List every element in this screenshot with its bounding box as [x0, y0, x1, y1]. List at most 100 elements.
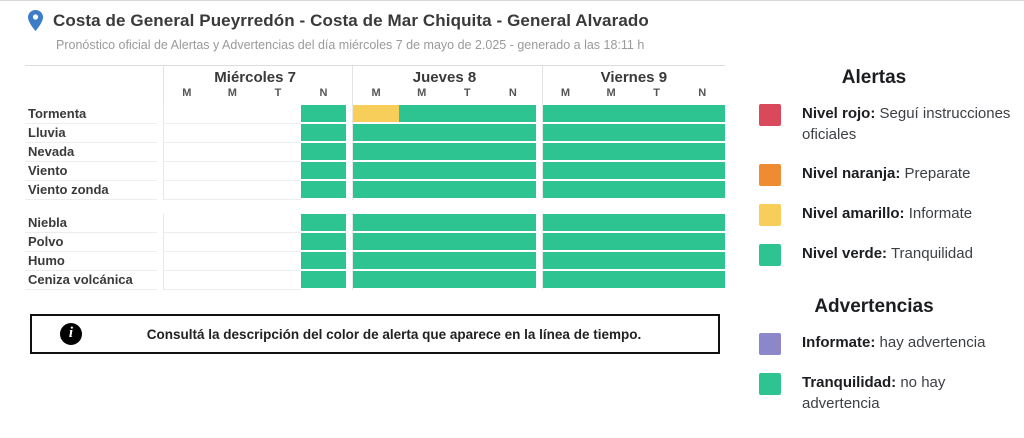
day-cell-group	[541, 271, 725, 290]
timeline-cell	[209, 124, 256, 143]
timeline-cell	[444, 252, 491, 271]
timeline-cell	[209, 143, 256, 162]
legend-heading-alertas: Alertas	[841, 67, 907, 88]
timeline-cell	[444, 162, 491, 181]
timeline-cell	[398, 105, 445, 124]
row-label: Viento	[25, 162, 157, 181]
timeline-cell	[164, 143, 210, 162]
yellow-color-chip	[759, 203, 781, 226]
day-cell-group	[163, 252, 347, 271]
timeline-cell	[679, 143, 725, 162]
timeline-cell	[679, 233, 725, 252]
day-cell-group	[352, 105, 536, 124]
timeline-cell	[444, 143, 491, 162]
timeline-cell	[255, 143, 301, 162]
green-color-chip	[759, 372, 781, 395]
day-name: Miércoles 7	[214, 69, 297, 86]
timeline-cell	[542, 181, 589, 200]
timeline-cell	[164, 233, 210, 252]
row-label: Polvo	[25, 233, 157, 252]
timeline-cell	[353, 271, 399, 290]
timeline-cell	[255, 252, 301, 271]
info-banner-text: Consultá la descripción del color de ale…	[146, 326, 642, 342]
timeline-cell	[353, 233, 399, 252]
timeline-cell	[255, 233, 301, 252]
timeline-cell	[444, 233, 491, 252]
period-label: N	[319, 87, 328, 99]
day-cell-group	[541, 105, 725, 124]
timeline-cell	[164, 105, 210, 124]
period-label: M	[371, 87, 381, 99]
row-label: Humo	[25, 252, 157, 271]
info-icon: i	[60, 323, 82, 345]
timeline-cell	[542, 233, 589, 252]
timeline-cell	[588, 105, 634, 124]
timeline-cell	[542, 271, 589, 290]
timeline-cell	[444, 105, 491, 124]
period-label: M	[182, 87, 192, 99]
day-cell-group	[541, 252, 725, 271]
timeline-cell	[679, 162, 725, 181]
day-name: Viernes 9	[600, 69, 668, 86]
timeline-cell	[490, 181, 536, 200]
day-cell-group	[163, 214, 347, 233]
day-cell-group	[541, 214, 725, 233]
legend-item-label: Nivel rojo:	[802, 105, 876, 122]
row-group-spacer	[25, 200, 725, 214]
timeline-cell	[398, 162, 445, 181]
legend-item-label: Nivel verde:	[802, 244, 888, 262]
legend-item-text: Tranquilidad: no hay advertencia	[802, 373, 946, 412]
legend-item-text: Nivel rojo: Seguí instrucciones oficiale…	[802, 105, 1011, 144]
day-cell-group	[541, 124, 725, 143]
timeline-cell	[353, 252, 399, 271]
timeline-row: Tormenta	[25, 105, 725, 124]
timeline-cell	[679, 252, 725, 271]
timeline-cell	[633, 181, 680, 200]
timeline-cell	[300, 124, 347, 143]
row-label: Tormenta	[25, 105, 157, 124]
timeline-row: Viento	[25, 162, 725, 181]
timeline-row: Polvo	[25, 233, 725, 252]
timeline-cell	[588, 271, 634, 290]
row-label: Ceniza volcánica	[25, 271, 157, 290]
timeline-cell	[679, 271, 725, 290]
timeline-cell	[633, 252, 680, 271]
timeline-cell	[542, 214, 589, 233]
timeline-cell	[588, 124, 634, 143]
timeline-cell	[353, 143, 399, 162]
timeline-cell	[633, 124, 680, 143]
page-top-rule	[0, 0, 1024, 1]
timeline-cell	[398, 233, 445, 252]
day-cell-group	[163, 181, 347, 200]
timeline-cell	[164, 252, 210, 271]
timeline-cell	[588, 214, 634, 233]
day-cell-group	[541, 233, 725, 252]
legend-item-text: Nivel naranja: Preparate	[802, 164, 971, 182]
timeline-cell	[209, 214, 256, 233]
period-label: M	[417, 87, 427, 99]
period-label: M	[560, 87, 571, 99]
timeline-cell	[490, 143, 536, 162]
row-label: Niebla	[25, 214, 157, 233]
timeline-cell	[255, 162, 301, 181]
legend-item-label: Nivel naranja:	[802, 164, 901, 182]
timeline-cell	[490, 252, 536, 271]
legend-item: Nivel naranja: Preparate	[759, 163, 1024, 186]
timeline-row: Niebla	[25, 214, 725, 233]
timeline-cell	[209, 271, 256, 290]
day-cell-group	[163, 162, 347, 181]
timeline-cell	[164, 124, 210, 143]
day-cell-group	[541, 181, 725, 200]
timeline-cell	[633, 233, 680, 252]
timeline-cell	[164, 162, 210, 181]
timeline-cell	[353, 105, 399, 124]
page-title: Costa de General Pueyrredón - Costa de M…	[53, 10, 649, 30]
row-label: Viento zonda	[25, 181, 157, 200]
period-label: T	[274, 87, 282, 99]
timeline-cell	[164, 271, 210, 290]
legend-item: Nivel rojo: Seguí instrucciones oficiale…	[759, 103, 1024, 146]
